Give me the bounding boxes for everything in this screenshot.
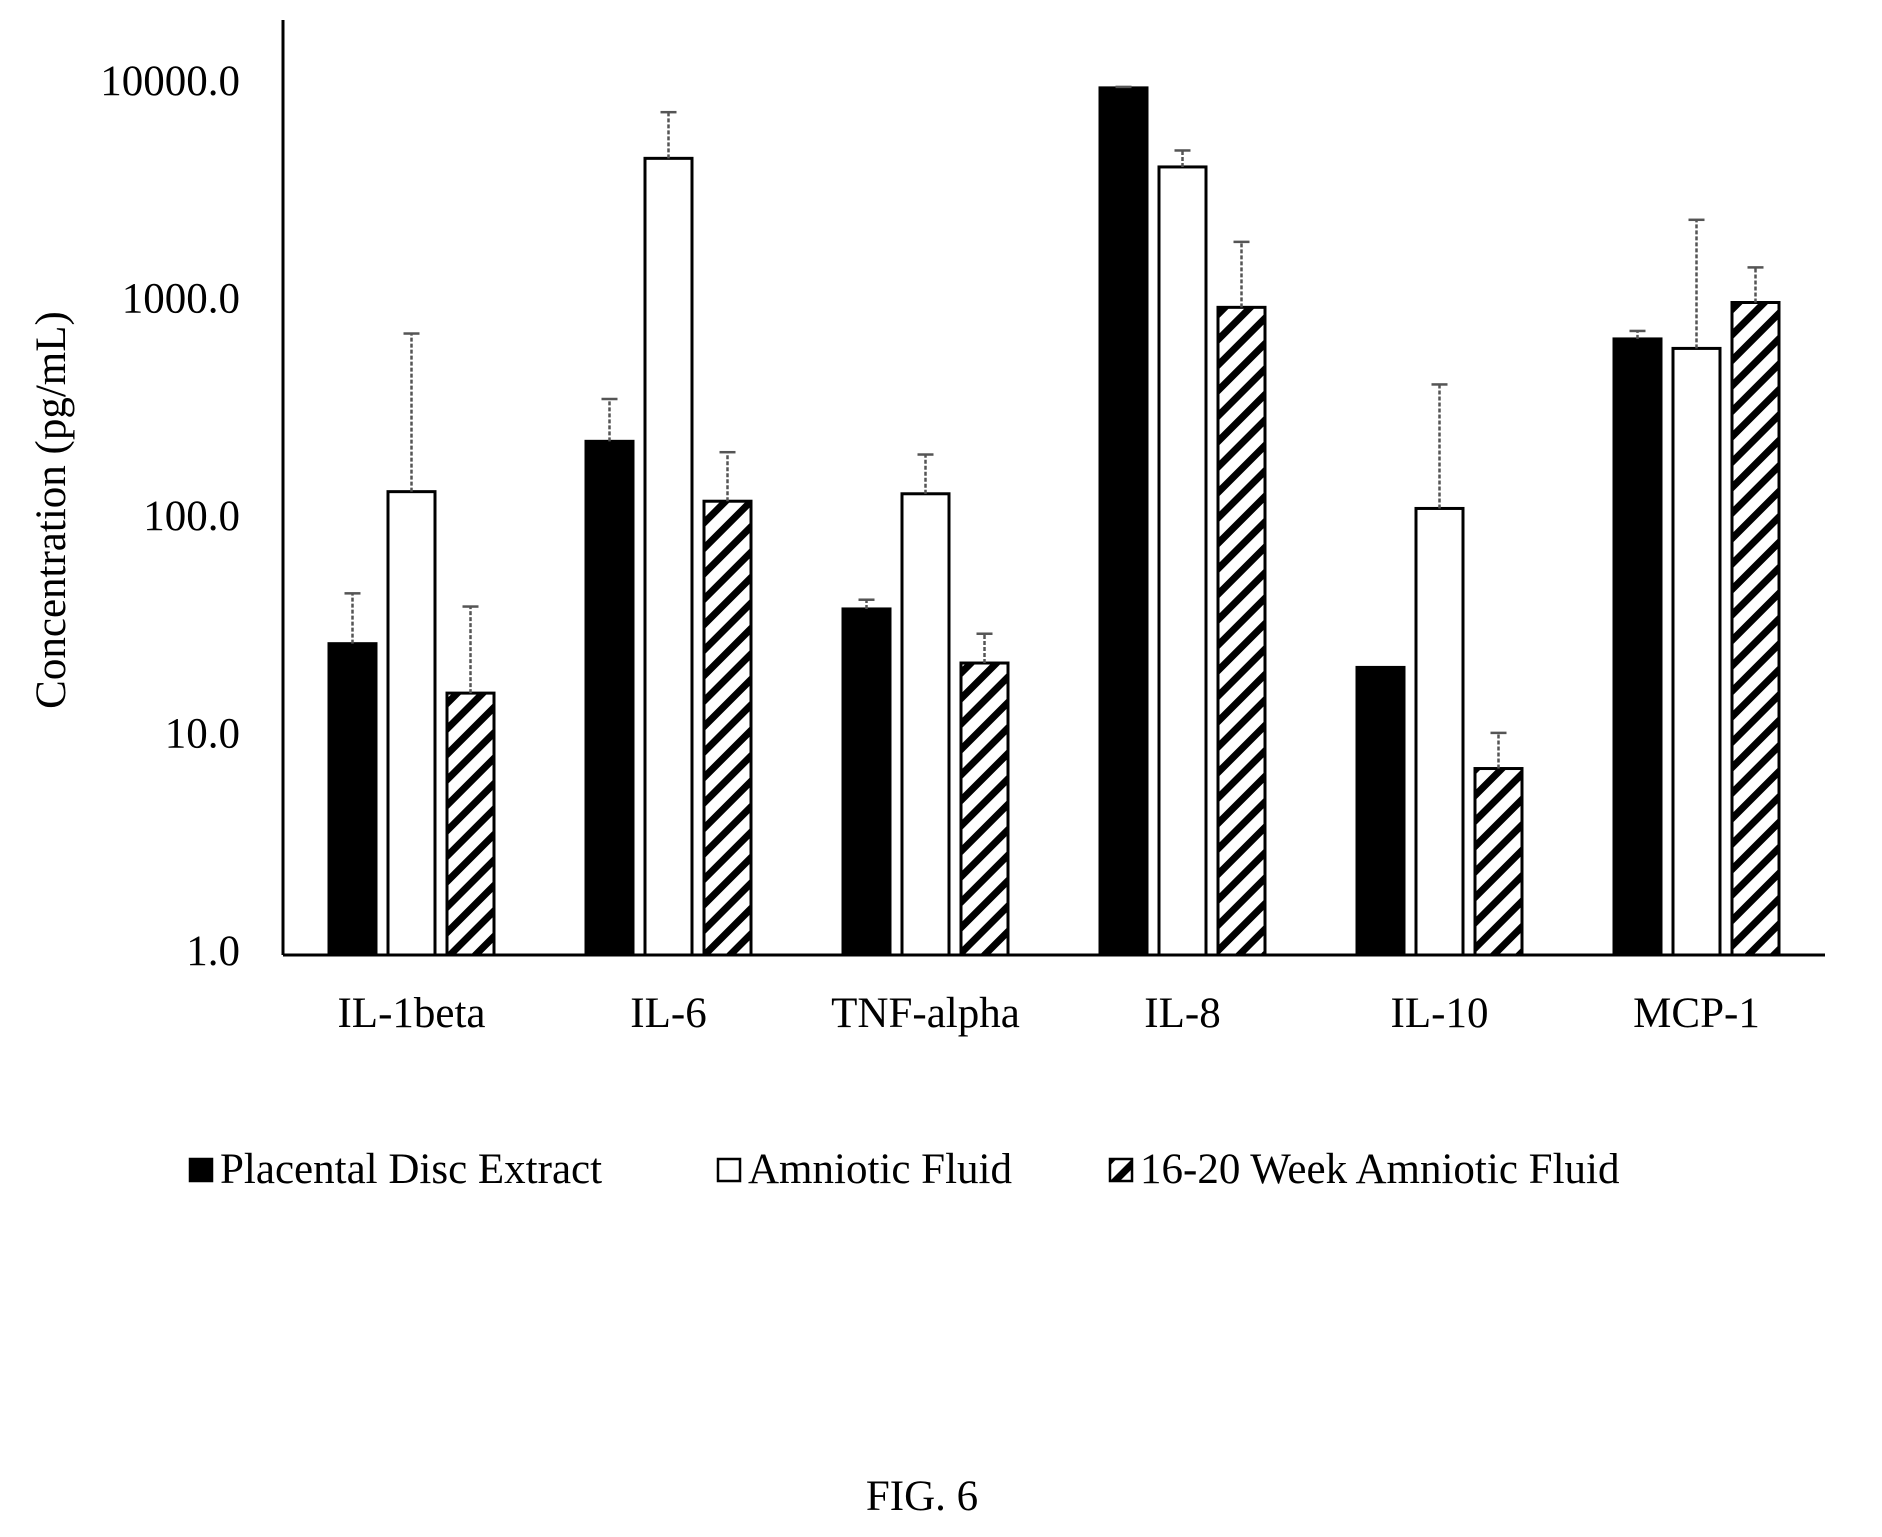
bar-mcp-1-placental-disc-extract bbox=[1612, 337, 1663, 957]
x-tick-label-il-8: IL-8 bbox=[1144, 990, 1220, 1037]
bar-il-6-placental-disc-extract bbox=[584, 439, 635, 957]
y-tick-label: 1000.0 bbox=[122, 275, 240, 322]
bars-layer bbox=[327, 86, 1781, 957]
bar-il-6-amniotic-fluid bbox=[643, 156, 694, 957]
error-bars-layer bbox=[344, 85, 1764, 769]
legend-swatch-16-20-week-amniotic-fluid bbox=[1108, 1157, 1134, 1183]
bar-tnf-alpha-amniotic-fluid bbox=[900, 492, 951, 957]
bar-il-8-amniotic-fluid bbox=[1157, 165, 1208, 957]
y-tick-label: 10.0 bbox=[165, 710, 240, 757]
bar-mcp-1-16-20-week-amniotic-fluid bbox=[1730, 301, 1781, 957]
y-tick-labels: 1.0 10.0 100.0 1000.0 10000.0 bbox=[100, 58, 240, 975]
bar-il-8-16-20-week-amniotic-fluid bbox=[1216, 305, 1267, 957]
x-tick-label-il-1beta: IL-1beta bbox=[337, 990, 485, 1037]
bar-il-10-16-20-week-amniotic-fluid bbox=[1473, 767, 1524, 957]
figure-caption: FIG. 6 bbox=[866, 1473, 978, 1520]
x-tick-label-il-10: IL-10 bbox=[1391, 990, 1489, 1037]
x-tick-label-tnf-alpha: TNF-alpha bbox=[831, 990, 1020, 1037]
legend-swatch-amniotic-fluid bbox=[716, 1157, 742, 1183]
legend-swatch-placental-disc-extract bbox=[188, 1157, 214, 1183]
legend-label-placental-disc-extract: Placental Disc Extract bbox=[220, 1146, 602, 1193]
bar-il-10-placental-disc-extract bbox=[1355, 665, 1406, 957]
category-labels: IL-1beta IL-6 TNF-alpha IL-8 IL-10 MCP-1 bbox=[337, 990, 1759, 1037]
bar-il-8-placental-disc-extract bbox=[1098, 86, 1149, 957]
bar-il-10-amniotic-fluid bbox=[1414, 506, 1465, 957]
bar-il-1beta-16-20-week-amniotic-fluid bbox=[445, 691, 496, 957]
bar-il-1beta-amniotic-fluid bbox=[386, 490, 437, 957]
bar-il-1beta-placental-disc-extract bbox=[327, 642, 378, 957]
y-tick-label: 100.0 bbox=[143, 493, 240, 540]
x-tick-label-il-6: IL-6 bbox=[630, 990, 706, 1037]
legend: Placental Disc Extract Amniotic Fluid 16-2… bbox=[188, 1146, 1619, 1193]
y-axis-label: Concentration (pg/mL) bbox=[28, 311, 75, 709]
bar-il-6-16-20-week-amniotic-fluid bbox=[702, 499, 753, 957]
bar-tnf-alpha-16-20-week-amniotic-fluid bbox=[959, 661, 1010, 957]
legend-label-16-20-week-amniotic-fluid: 16-20 Week Amniotic Fluid bbox=[1140, 1146, 1619, 1193]
legend-label-amniotic-fluid: Amniotic Fluid bbox=[748, 1146, 1012, 1193]
y-tick-label: 1.0 bbox=[186, 928, 240, 975]
x-tick-label-mcp-1: MCP-1 bbox=[1633, 990, 1760, 1037]
y-tick-label: 10000.0 bbox=[100, 58, 240, 105]
bar-mcp-1-amniotic-fluid bbox=[1671, 346, 1722, 957]
bar-tnf-alpha-placental-disc-extract bbox=[841, 607, 892, 957]
axes bbox=[281, 20, 1825, 957]
